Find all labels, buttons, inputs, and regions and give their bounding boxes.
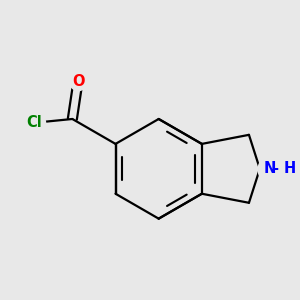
Text: Cl: Cl	[27, 115, 42, 130]
Text: N: N	[263, 161, 276, 176]
Text: O: O	[72, 74, 84, 89]
Text: H: H	[284, 161, 296, 176]
Text: -: -	[272, 161, 278, 176]
